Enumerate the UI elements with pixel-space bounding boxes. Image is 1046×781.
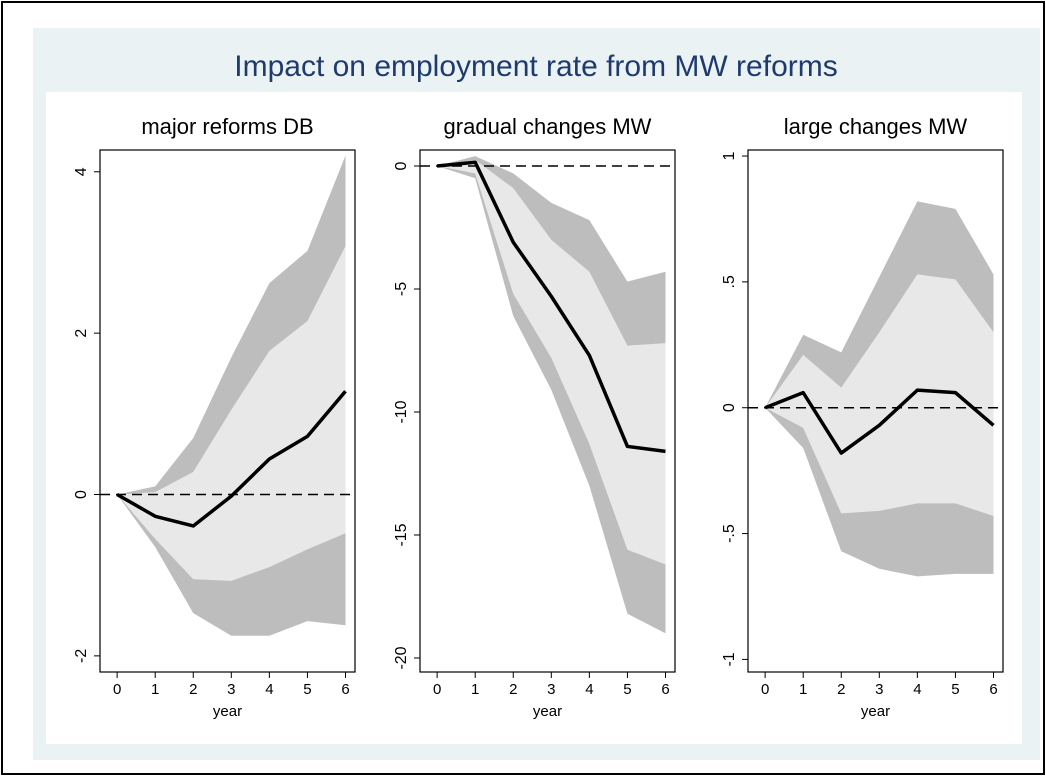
x-axis-label: year: [213, 703, 242, 720]
y-tick-label: 0: [73, 490, 90, 499]
y-tick-label: 1: [721, 151, 738, 160]
confidence-band: [437, 156, 666, 634]
x-tick-label: 6: [661, 681, 669, 698]
estimate-line: [764, 388, 995, 455]
x-tick-label: 0: [113, 681, 121, 698]
x-tick-label: 1: [799, 681, 807, 698]
x-tick-label: 5: [623, 681, 631, 698]
x-tick-label: 3: [227, 681, 235, 698]
x-tick-label: 2: [509, 681, 517, 698]
y-tick-label: -10: [393, 400, 410, 423]
y-tick-label: 0: [393, 161, 410, 170]
confidence-band: [117, 246, 346, 581]
panel-title: major reforms DB: [141, 114, 313, 139]
y-tick-label: .5: [721, 275, 738, 288]
x-tick-label: 2: [189, 681, 197, 698]
panel-title: large changes MW: [784, 114, 968, 139]
x-tick-label: 4: [913, 681, 921, 698]
estimate-line: [436, 160, 666, 454]
y-tick-label: -2: [73, 649, 90, 663]
x-tick-label: 5: [303, 681, 311, 698]
x-tick-label: 0: [433, 681, 441, 698]
y-tick-label: -.5: [721, 524, 738, 543]
plot-box: [419, 149, 676, 673]
x-axis-label: year: [861, 703, 890, 720]
confidence-band: [437, 159, 666, 565]
confidence-band: [765, 274, 994, 516]
x-tick-label: 6: [341, 681, 349, 698]
y-tick-label: 0: [721, 403, 738, 412]
x-tick-label: 4: [585, 681, 593, 698]
y-tick-label: 4: [73, 167, 90, 176]
x-tick-label: 3: [875, 681, 883, 698]
plot-box: [99, 149, 356, 673]
y-tick-label: -15: [393, 523, 410, 546]
x-tick-label: 3: [547, 681, 555, 698]
x-tick-label: 1: [151, 681, 159, 698]
x-tick-label: 6: [989, 681, 997, 698]
y-tick-label: 2: [73, 329, 90, 338]
x-axis-label: year: [533, 703, 562, 720]
y-tick-label: -20: [393, 646, 410, 669]
x-tick-label: 4: [265, 681, 273, 698]
x-tick-label: 0: [761, 681, 769, 698]
x-tick-label: 5: [951, 681, 959, 698]
x-tick-label: 1: [471, 681, 479, 698]
plot-box: [747, 149, 1004, 673]
estimate-line: [116, 390, 347, 528]
y-tick-label: -5: [393, 282, 410, 296]
x-tick-label: 2: [837, 681, 845, 698]
panel-title: gradual changes MW: [444, 114, 652, 139]
y-tick-label: -1: [721, 652, 738, 666]
chart-title: Impact on employment rate from MW reform…: [234, 50, 838, 83]
